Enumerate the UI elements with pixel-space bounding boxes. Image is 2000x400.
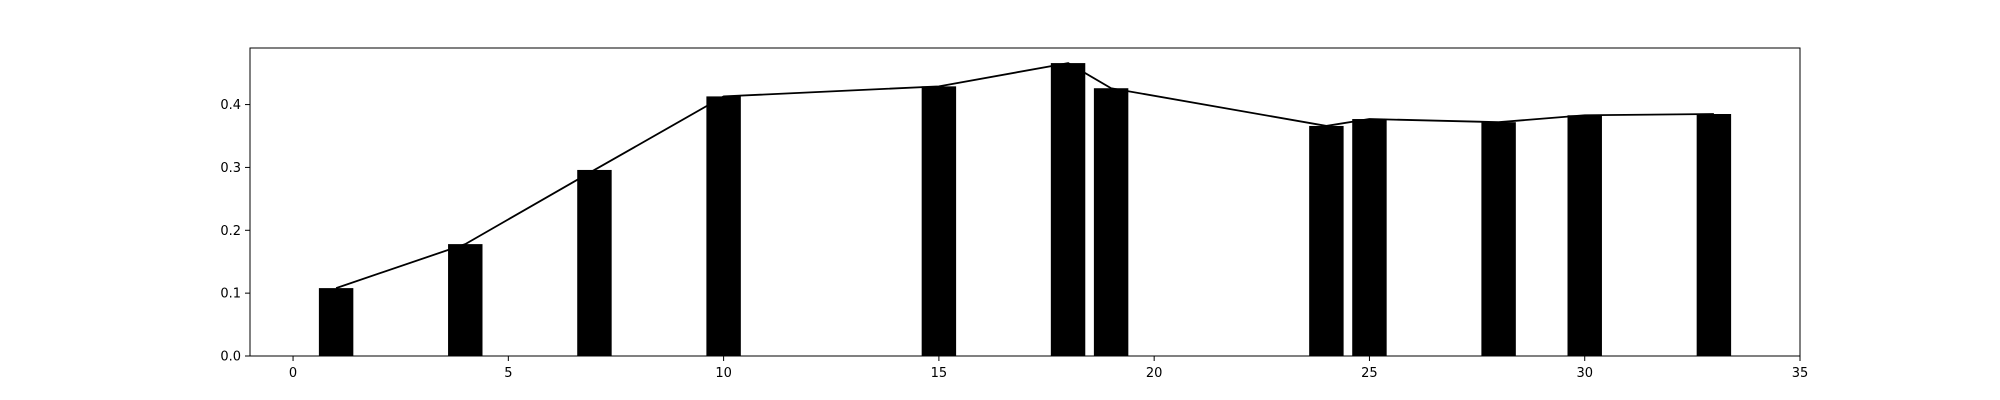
bar-9 bbox=[1481, 122, 1516, 357]
y-tick-label-4: 0.4 bbox=[220, 98, 241, 113]
x-tick-label-6: 30 bbox=[1576, 366, 1593, 381]
x-tick-label-1: 5 bbox=[504, 366, 512, 381]
bar-10 bbox=[1567, 115, 1602, 356]
bar-1 bbox=[448, 244, 483, 356]
series-line bbox=[335, 62, 1714, 289]
plot-area: 0 5 10 15 20 25 30 35 0.0 0.1 0.2 0.3 0.4 bbox=[220, 47, 1808, 381]
plot-frame bbox=[249, 47, 1801, 357]
bar-8 bbox=[1352, 119, 1387, 357]
y-tick-label-1: 0.1 bbox=[220, 287, 241, 302]
bar-2 bbox=[577, 169, 612, 356]
x-tick-label-0: 0 bbox=[289, 366, 297, 381]
bar-3 bbox=[706, 96, 741, 357]
x-tick-label-4: 20 bbox=[1146, 366, 1163, 381]
y-tick-label-2: 0.2 bbox=[220, 224, 241, 239]
x-tick-label-5: 25 bbox=[1361, 366, 1378, 381]
y-axis: 0.0 0.1 0.2 0.3 0.4 bbox=[220, 98, 250, 365]
bar-0 bbox=[318, 288, 354, 356]
bar-11 bbox=[1696, 114, 1732, 356]
bar-5 bbox=[1050, 63, 1086, 356]
x-tick-label-2: 10 bbox=[715, 366, 732, 381]
bar-4 bbox=[921, 86, 957, 356]
x-axis: 0 5 10 15 20 25 30 35 bbox=[289, 356, 1808, 381]
x-tick-label-3: 15 bbox=[931, 366, 948, 381]
bar-7 bbox=[1309, 125, 1344, 356]
y-tick-label-0: 0.0 bbox=[220, 350, 241, 365]
y-tick-label-3: 0.3 bbox=[220, 161, 241, 176]
bars-layer bbox=[318, 63, 1732, 357]
bar-6 bbox=[1093, 88, 1129, 356]
x-tick-label-7: 35 bbox=[1792, 366, 1809, 381]
